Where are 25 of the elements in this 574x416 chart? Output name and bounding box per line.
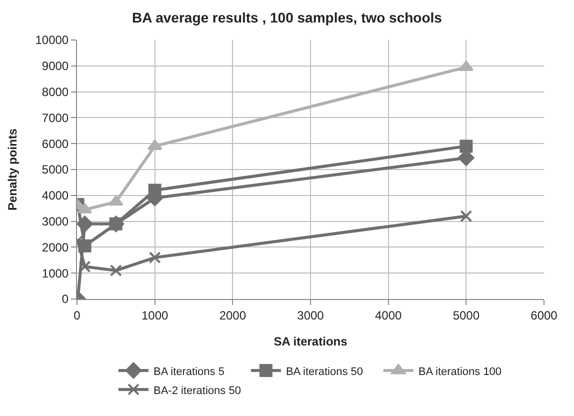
y-tick-label: 7000: [42, 110, 69, 125]
x-tick-label: 3000: [297, 308, 324, 322]
y-tick-label: 1000: [42, 266, 69, 280]
y-tick-label: 10000: [35, 33, 69, 48]
chart-title: BA average results , 100 samples, two schools: [132, 9, 442, 26]
x-tick-label: 0: [74, 308, 81, 322]
y-tick-label: 4000: [42, 188, 69, 203]
y-tick-label: 2000: [42, 240, 69, 254]
legend-label: BA iterations 50: [286, 366, 363, 378]
y-axis-title: Penalty points: [6, 128, 20, 211]
x-axis-title: SA iterations: [274, 334, 348, 348]
x-tick-label: 6000: [530, 308, 558, 322]
y-tick-label: 5000: [42, 162, 69, 177]
y-tick-label: 9000: [42, 59, 69, 74]
x-tick-label: 1000: [141, 308, 168, 322]
legend-label: BA iterations 100: [418, 366, 502, 378]
y-tick-label: 8000: [42, 85, 69, 99]
x-tick-label: 4000: [374, 308, 402, 322]
y-tick-label: 0: [62, 292, 69, 306]
y-tick-label: 3000: [42, 214, 69, 228]
legend-label: BA iterations 5: [154, 366, 224, 378]
x-tick-label: 2000: [219, 308, 246, 322]
legend-label: BA-2 iterations 50: [154, 384, 241, 397]
y-tick-label: 6000: [42, 136, 69, 151]
x-tick-label: 5000: [452, 308, 480, 322]
